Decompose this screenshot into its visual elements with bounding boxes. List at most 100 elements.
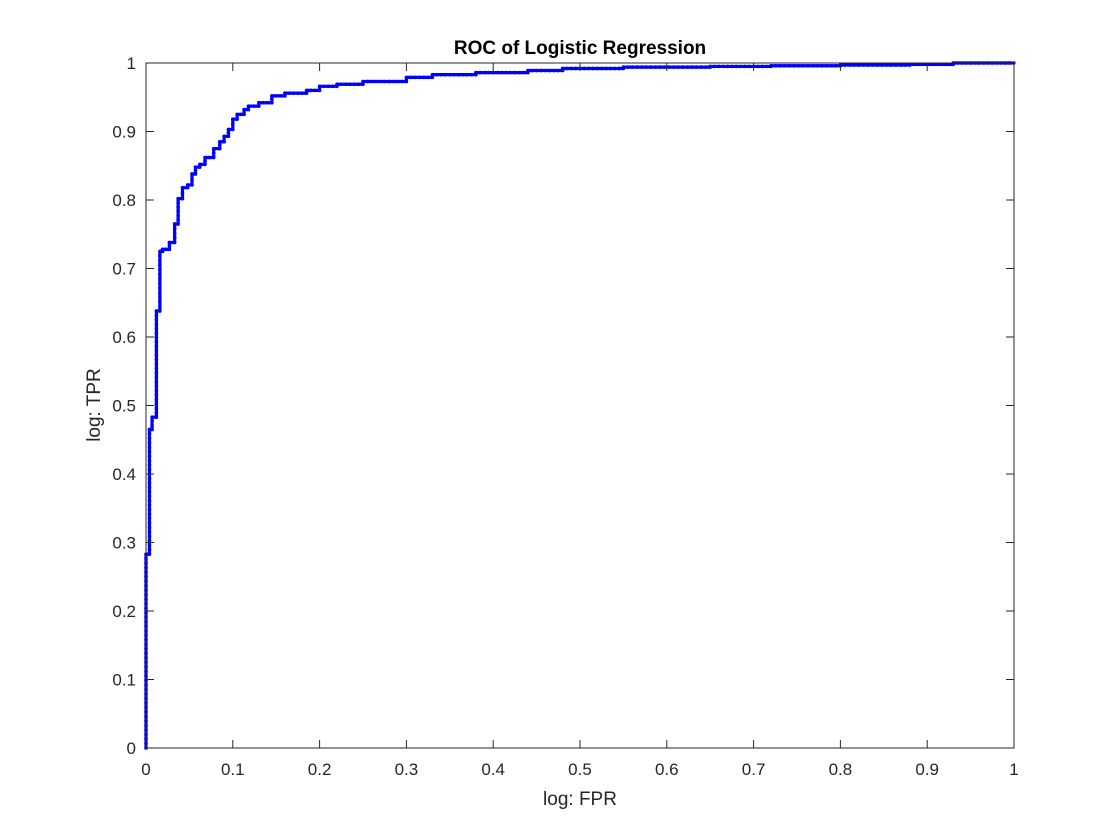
roc-point [147, 516, 152, 521]
roc-point [154, 335, 159, 340]
roc-point [172, 226, 177, 231]
roc-point [810, 63, 815, 68]
roc-point [667, 65, 671, 69]
roc-point [154, 375, 159, 380]
roc-point [158, 277, 162, 281]
roc-point [261, 100, 265, 105]
roc-point [617, 66, 621, 71]
roc-point [296, 91, 300, 95]
y-axis-label: log: TPR [84, 368, 105, 442]
x-tick-label: 0.6 [655, 760, 679, 779]
roc-point [154, 322, 159, 327]
roc-point [246, 107, 251, 112]
roc-point [469, 72, 474, 77]
roc-point [309, 88, 313, 93]
roc-point [147, 498, 152, 503]
roc-point [154, 393, 159, 397]
roc-point [343, 82, 348, 87]
roc-point [421, 75, 426, 80]
roc-point [154, 388, 159, 393]
roc-point [671, 65, 676, 69]
roc-point [158, 254, 162, 258]
roc-point [430, 75, 435, 80]
roc-point [400, 79, 404, 84]
roc-point [147, 449, 152, 454]
roc-point [172, 240, 177, 245]
roc-point [176, 196, 180, 201]
roc-point [565, 66, 569, 71]
roc-point [193, 165, 198, 169]
roc-point [147, 441, 152, 445]
roc-point [521, 70, 526, 75]
roc-curve-markers [144, 61, 1012, 750]
roc-point [154, 371, 159, 375]
roc-point [434, 72, 439, 77]
roc-point [231, 117, 235, 121]
roc-point [478, 70, 482, 75]
x-tick-label: 0.8 [829, 760, 853, 779]
roc-point [154, 362, 159, 366]
roc-point [154, 331, 159, 335]
roc-point [154, 379, 159, 384]
roc-point [158, 295, 162, 300]
roc-point [251, 104, 256, 108]
y-tick-label: 0.5 [112, 397, 136, 416]
roc-point [612, 66, 617, 71]
y-tick-label: 0.4 [112, 465, 136, 484]
roc-point [356, 82, 361, 87]
roc-point [176, 201, 180, 205]
roc-point [172, 236, 177, 240]
roc-point [504, 70, 509, 75]
roc-point [158, 267, 162, 272]
plot-area [146, 63, 1014, 748]
roc-point [847, 63, 852, 67]
roc-point [443, 72, 448, 77]
roc-point [474, 70, 478, 75]
roc-point [274, 94, 279, 98]
roc-point [764, 64, 769, 69]
roc-point [147, 458, 152, 463]
roc-point [164, 247, 168, 252]
x-tick-label: 0 [141, 760, 150, 779]
roc-point [738, 64, 743, 69]
roc-point [222, 139, 226, 144]
roc-point [158, 263, 162, 267]
roc-point [796, 63, 801, 68]
roc-point [278, 94, 283, 98]
roc-point [787, 63, 792, 68]
roc-point [147, 454, 152, 458]
roc-point [730, 64, 734, 69]
roc-point [894, 63, 898, 67]
roc-point [743, 64, 747, 69]
roc-point [176, 213, 180, 218]
roc-point [703, 65, 708, 69]
roc-point [404, 75, 409, 80]
roc-point [361, 79, 365, 84]
roc-point [560, 66, 565, 71]
roc-point [193, 172, 198, 176]
roc-point [430, 72, 435, 77]
roc-point [569, 66, 574, 71]
roc-point [662, 65, 667, 69]
roc-point [180, 191, 185, 195]
roc-point [508, 70, 513, 75]
roc-point [246, 104, 251, 108]
roc-point [653, 65, 658, 69]
roc-point [283, 94, 287, 98]
roc-point [556, 68, 561, 73]
roc-point [639, 65, 644, 69]
roc-point [801, 63, 806, 68]
roc-point [150, 419, 154, 424]
roc-point [154, 326, 159, 331]
roc-point [147, 538, 152, 543]
roc-point [387, 79, 391, 84]
roc-point [283, 91, 287, 95]
roc-point [595, 66, 600, 71]
roc-point [404, 79, 409, 84]
roc-point [833, 63, 838, 68]
roc-point [158, 309, 162, 313]
roc-point [573, 66, 578, 71]
roc-point [317, 88, 322, 93]
roc-point [257, 104, 261, 108]
